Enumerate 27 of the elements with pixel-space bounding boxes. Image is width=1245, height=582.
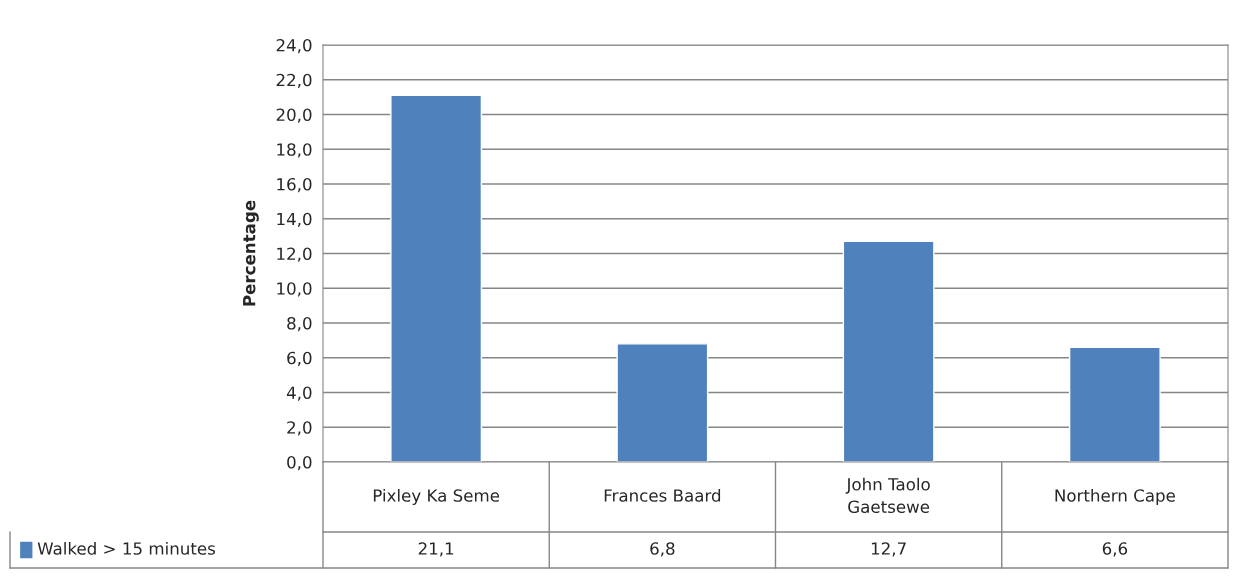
y-axis-title: Percentage xyxy=(243,200,259,306)
data-label: 21,1 xyxy=(418,542,454,557)
y-tick-label: 22,0 xyxy=(276,73,312,89)
data-label: 6,8 xyxy=(650,542,675,557)
x-tick-label: Frances Baard xyxy=(604,488,721,502)
data-label: 6,6 xyxy=(1102,542,1128,557)
y-tick-label: 6,0 xyxy=(287,351,312,367)
y-tick-label: 10,0 xyxy=(277,282,312,297)
y-tick-label: 8,0 xyxy=(287,316,312,332)
bar xyxy=(390,94,483,462)
y-tick-label: 0,0 xyxy=(287,455,312,471)
x-tick-label: Pixley Ka Seme xyxy=(373,488,500,506)
data-label: 12,7 xyxy=(871,542,906,557)
legend-label: Walked > 15 minutes xyxy=(37,541,216,555)
y-tick-label: 12,0 xyxy=(277,247,312,262)
y-tick-label: 18,0 xyxy=(277,143,312,158)
y-tick-label: 4,0 xyxy=(286,386,312,401)
bar xyxy=(842,240,935,462)
y-tick-label: 16,0 xyxy=(277,177,312,193)
y-tick-label: 14,0 xyxy=(277,212,312,228)
y-tick-label: 24,0 xyxy=(276,38,312,54)
x-tick-label: John Taolo Gaetsewe xyxy=(845,477,930,514)
x-tick-label: Northern Cape xyxy=(1055,488,1175,506)
bar xyxy=(616,343,709,462)
y-tick-label: 2,0 xyxy=(287,421,312,436)
bar xyxy=(1068,346,1161,462)
y-tick-label: 20,0 xyxy=(276,108,312,123)
